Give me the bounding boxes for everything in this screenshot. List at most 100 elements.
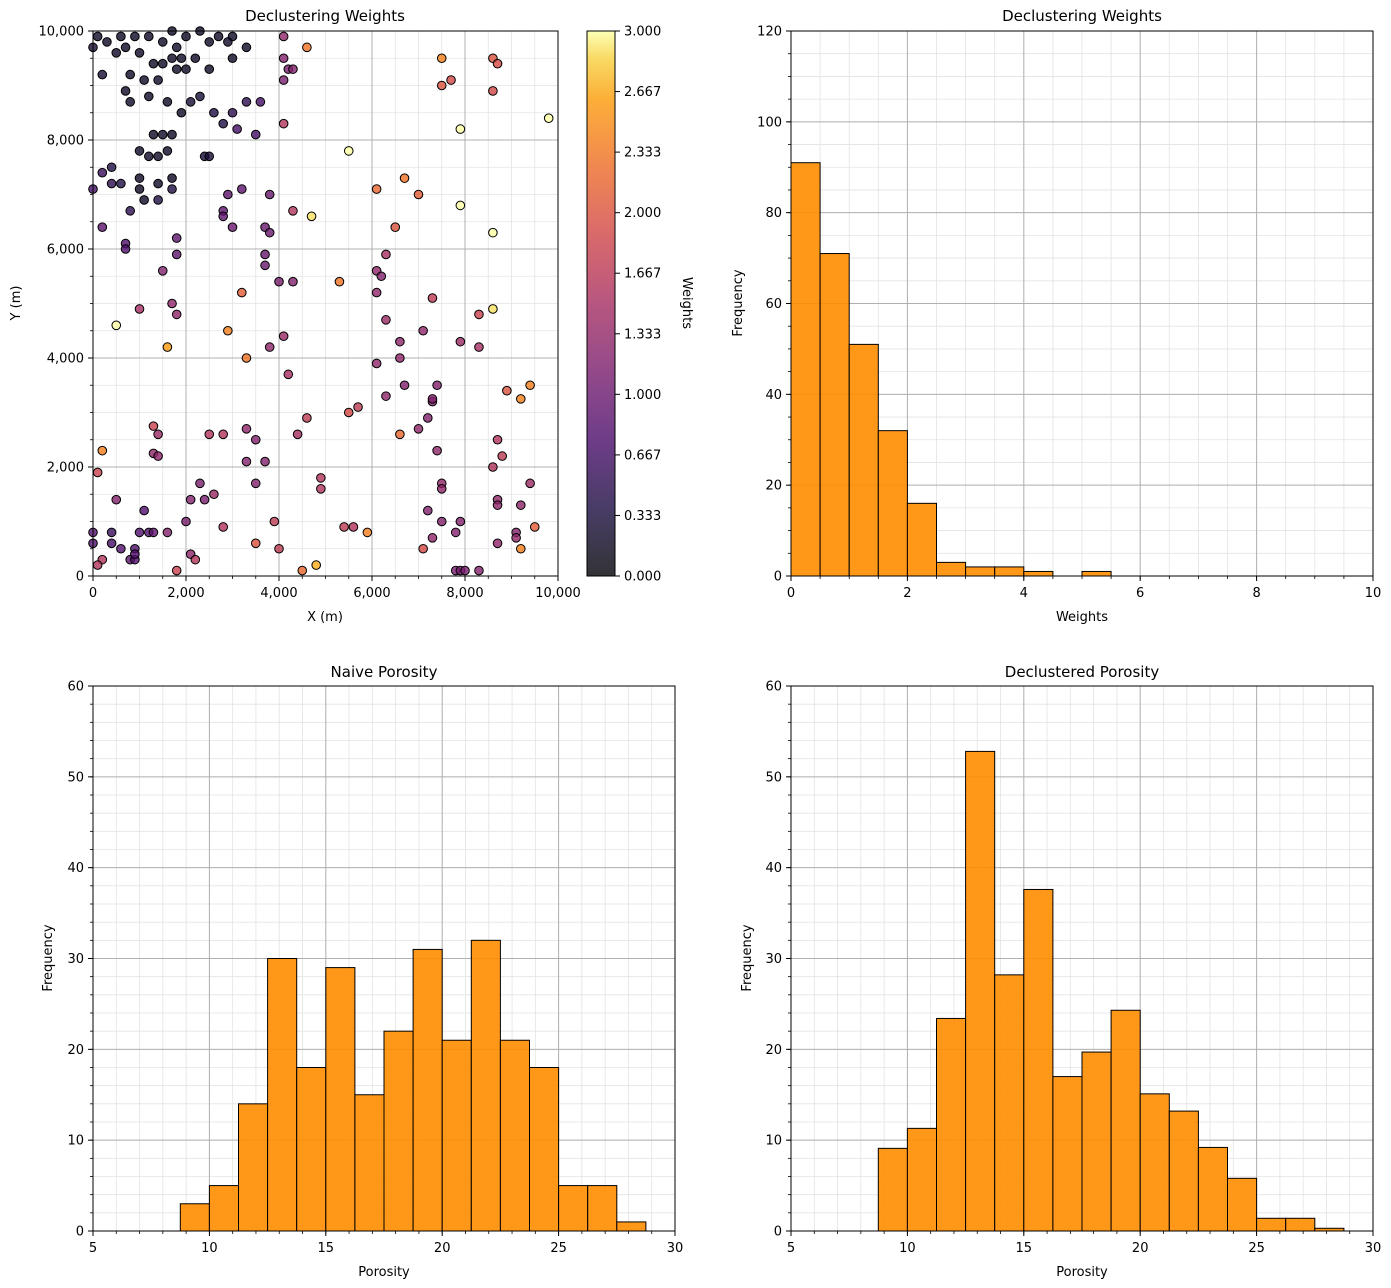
weights-hist-ylabel: Frequency: [731, 269, 746, 336]
scatter-point: [334, 276, 345, 287]
x-tick-label: 4: [1020, 586, 1028, 601]
scatter-point: [167, 53, 177, 64]
scatter-point: [204, 151, 215, 162]
colorbar-label: Weights: [679, 277, 694, 329]
y-tick-label: 0: [774, 570, 782, 585]
histogram-bar: [848, 343, 879, 577]
scatter-point: [427, 533, 438, 543]
scatter-point: [302, 42, 312, 53]
scatter-point: [371, 184, 382, 194]
scatter-point: [278, 31, 289, 42]
scatter-point: [241, 424, 252, 434]
scatter-point: [311, 560, 322, 570]
scatter-point: [316, 473, 326, 483]
scatter-ylabel: Y (m): [9, 286, 24, 322]
histogram-bar: [1197, 1146, 1229, 1232]
scatter-point: [157, 37, 168, 47]
colorbar: [586, 30, 616, 577]
scatter-point: [116, 31, 126, 42]
colorbar-tick-label: 2.000: [624, 206, 661, 221]
histogram-bar: [1081, 570, 1112, 577]
scatter-point: [278, 331, 289, 342]
scatter-point: [395, 353, 405, 363]
histogram-bar: [1256, 1217, 1287, 1232]
histogram-bar: [1139, 1093, 1170, 1232]
y-tick-label: 10: [67, 1134, 84, 1149]
histogram-bar: [558, 1185, 589, 1232]
scatter-point: [181, 516, 191, 527]
scatter-point: [492, 434, 503, 445]
scatter-point: [427, 293, 438, 303]
x-tick-label: 10,000: [535, 586, 581, 601]
scatter-point: [492, 538, 503, 549]
y-tick-label: 2,000: [47, 461, 84, 476]
scatter-point: [436, 53, 447, 64]
x-tick-label: 30: [667, 1241, 684, 1256]
scatter-point: [176, 107, 187, 118]
scatter-point: [134, 48, 145, 58]
x-tick-label: 20: [434, 1241, 451, 1256]
scatter-point: [516, 394, 526, 404]
scatter-point: [148, 58, 159, 69]
scatter-point: [111, 494, 122, 505]
scatter-point: [120, 244, 131, 254]
y-tick-label: 60: [67, 680, 84, 695]
scatter-point: [134, 184, 145, 194]
scatter-point: [144, 91, 154, 102]
y-tick-label: 10,000: [39, 25, 85, 40]
scatter-point: [492, 500, 503, 510]
histogram-bar: [616, 1221, 647, 1232]
scatter-panel: Declustering Weights 0 2,000 4,000 6,000 8,0…: [9, 7, 694, 625]
histogram-bar: [1168, 1110, 1199, 1232]
scatter-point: [423, 413, 433, 423]
x-tick-label: 2: [903, 586, 911, 601]
scatter-point: [232, 124, 242, 134]
histogram-bar: [965, 750, 996, 1232]
x-tick-label: 5: [787, 1241, 795, 1256]
scatter-point: [97, 167, 108, 178]
scatter-point: [97, 69, 108, 80]
scatter-point: [106, 538, 117, 549]
scatter-point: [250, 538, 261, 549]
histogram-bar: [965, 566, 996, 577]
y-tick-label: 0: [76, 570, 84, 585]
histogram-bar: [1285, 1217, 1316, 1232]
colorbar-tick-label: 1.000: [624, 388, 661, 403]
y-tick-label: 30: [765, 952, 782, 967]
y-tick-label: 4,000: [47, 352, 84, 367]
scatter-point: [543, 113, 554, 123]
colorbar-tick-label: 3.000: [624, 25, 661, 40]
scatter-point: [92, 560, 103, 570]
histogram-bar: [1023, 570, 1054, 577]
scatter-point: [204, 37, 215, 47]
scatter-points: [88, 26, 554, 576]
scatter-point: [139, 195, 149, 205]
histogram-bar: [267, 958, 298, 1232]
weights-hist-xlabel: Weights: [1056, 610, 1108, 625]
scatter-point: [223, 189, 233, 200]
scatter-point: [395, 336, 405, 347]
scatter-point: [264, 342, 275, 352]
scatter-point: [218, 522, 228, 532]
scatter-point: [148, 129, 159, 140]
x-tick-label: 8,000: [446, 586, 483, 601]
scatter-point: [213, 31, 224, 42]
scatter-point: [162, 527, 173, 538]
scatter-point: [260, 249, 270, 260]
histogram-bar: [1081, 1051, 1112, 1232]
scatter-point: [511, 533, 521, 543]
scatter-point: [525, 478, 535, 489]
scatter-point: [153, 451, 163, 461]
scatter-point: [199, 494, 210, 505]
scatter-point: [176, 53, 187, 64]
scatter-point: [529, 522, 540, 532]
scatter-point: [339, 522, 349, 532]
scatter-point: [381, 249, 391, 260]
y-tick-label: 0: [76, 1225, 84, 1240]
scatter-point: [455, 200, 466, 211]
scatter-point: [102, 37, 112, 47]
scatter-point: [167, 184, 177, 194]
scatter-point: [162, 342, 173, 352]
scatter-point: [153, 151, 163, 162]
